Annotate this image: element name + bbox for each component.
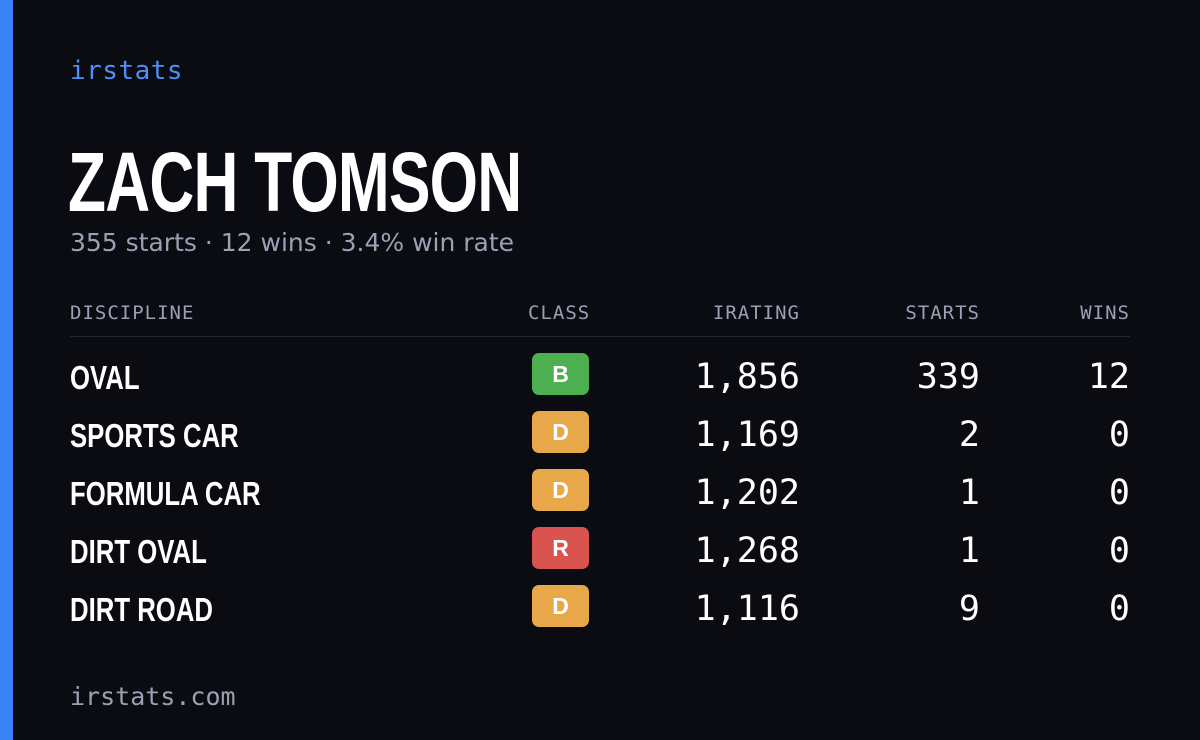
- class-badge: D: [532, 585, 589, 627]
- irating-value: 1,856: [694, 357, 800, 397]
- accent-bar: [0, 0, 13, 740]
- class-badge: B: [532, 353, 589, 395]
- starts-value: 2: [958, 415, 980, 455]
- table-row: FORMULA CAR D 1,202 1 0: [70, 453, 1130, 513]
- class-badge: D: [532, 411, 589, 453]
- table-header: DISCIPLINE CLASS IRATING STARTS WINS: [70, 298, 1130, 337]
- wins-value: 0: [1108, 589, 1130, 629]
- class-badge: D: [532, 469, 589, 511]
- column-header-class: CLASS: [528, 302, 591, 324]
- table-row: DIRT ROAD D 1,116 9 0: [70, 569, 1130, 629]
- wins-value: 0: [1108, 415, 1130, 455]
- discipline-name: FORMULA CAR: [70, 475, 261, 512]
- starts-value: 1: [958, 473, 980, 513]
- column-header-irating: IRATING: [712, 302, 800, 324]
- discipline-name: OVAL: [70, 359, 140, 396]
- table-row: OVAL B 1,856 339 12: [70, 337, 1130, 397]
- irating-value: 1,116: [694, 589, 800, 629]
- discipline-name: DIRT ROAD: [70, 591, 213, 628]
- irating-value: 1,202: [694, 473, 800, 513]
- starts-value: 339: [916, 357, 980, 397]
- discipline-name: SPORTS CAR: [70, 417, 239, 454]
- footer-url: irstats.com: [70, 682, 236, 711]
- irating-value: 1,268: [694, 531, 800, 571]
- wins-value: 0: [1108, 531, 1130, 571]
- irating-value: 1,169: [694, 415, 800, 455]
- column-header-discipline: DISCIPLINE: [70, 302, 195, 324]
- table-row: SPORTS CAR D 1,169 2 0: [70, 395, 1130, 455]
- column-header-wins: WINS: [1080, 302, 1130, 324]
- driver-summary: 355 starts · 12 wins · 3.4% win rate: [70, 228, 515, 257]
- table-row: DIRT OVAL R 1,268 1 0: [70, 511, 1130, 571]
- discipline-name: DIRT OVAL: [70, 533, 207, 570]
- column-header-starts: STARTS: [905, 302, 980, 324]
- wins-value: 12: [1087, 357, 1130, 397]
- starts-value: 1: [958, 531, 980, 571]
- brand-logo: irstats: [70, 56, 184, 86]
- stats-table: DISCIPLINE CLASS IRATING STARTS WINS OVA…: [70, 298, 1130, 629]
- starts-value: 9: [958, 589, 980, 629]
- driver-name: ZACH TOMSON: [68, 135, 522, 229]
- class-badge: R: [532, 527, 589, 569]
- wins-value: 0: [1108, 473, 1130, 513]
